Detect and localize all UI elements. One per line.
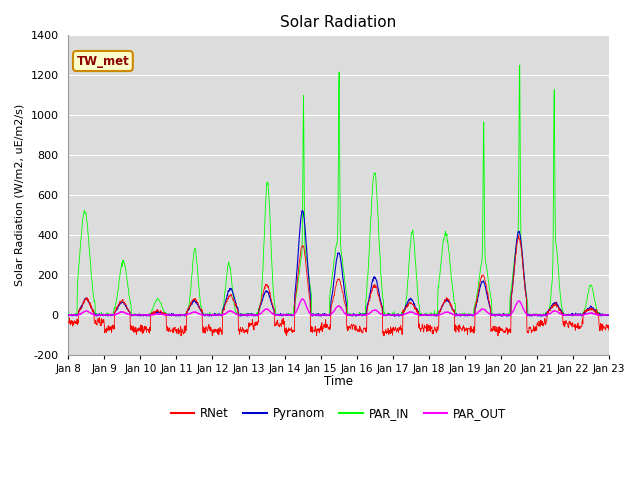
PAR_IN (516, 62, 524, 68)
Line: RNet: RNet (68, 236, 609, 336)
Pyranom (494, 312, 502, 317)
RNet (177, 333, 185, 339)
PAR_OUT (65, 312, 73, 318)
Pyranom (185, 305, 193, 311)
RNet (172, 328, 179, 334)
RNet (515, 233, 522, 239)
Line: PAR_OUT: PAR_OUT (68, 299, 609, 315)
PAR_IN (246, 312, 253, 317)
PAR_OUT (605, 312, 612, 318)
PAR_IN (185, 302, 193, 308)
Line: Pyranom: Pyranom (68, 211, 609, 316)
PAR_OUT (246, 312, 253, 318)
Pyranom (172, 313, 180, 319)
PAR_IN (423, 311, 431, 316)
Text: TW_met: TW_met (77, 55, 129, 68)
Pyranom (605, 312, 612, 318)
Pyranom (541, 312, 549, 318)
RNet (423, 329, 431, 335)
PAR_IN (541, 312, 549, 318)
Pyranom (65, 313, 72, 319)
PAR_OUT (65, 312, 72, 318)
Line: PAR_IN: PAR_IN (68, 65, 609, 315)
PAR_IN (605, 312, 612, 318)
Pyranom (299, 208, 307, 214)
Legend: RNet, Pyranom, PAR_IN, PAR_OUT: RNet, Pyranom, PAR_IN, PAR_OUT (166, 402, 511, 425)
Y-axis label: Solar Radiation (W/m2, uE/m2/s): Solar Radiation (W/m2, uE/m2/s) (15, 104, 25, 286)
RNet (246, 320, 253, 326)
PAR_IN (66, 312, 74, 318)
PAR_OUT (185, 311, 193, 317)
PAR_OUT (541, 312, 549, 318)
PAR_IN (172, 312, 180, 318)
Pyranom (93, 313, 100, 319)
RNet (605, 327, 612, 333)
X-axis label: Time: Time (324, 375, 353, 388)
PAR_OUT (423, 312, 431, 318)
PAR_OUT (172, 312, 180, 318)
Pyranom (423, 312, 431, 318)
PAR_IN (65, 310, 72, 316)
RNet (65, 320, 72, 325)
RNet (541, 318, 549, 324)
PAR_IN (493, 312, 501, 318)
Title: Solar Radiation: Solar Radiation (280, 15, 397, 30)
PAR_OUT (494, 312, 502, 318)
Pyranom (246, 312, 253, 318)
RNet (493, 327, 501, 333)
RNet (185, 306, 193, 312)
PAR_OUT (298, 296, 306, 302)
